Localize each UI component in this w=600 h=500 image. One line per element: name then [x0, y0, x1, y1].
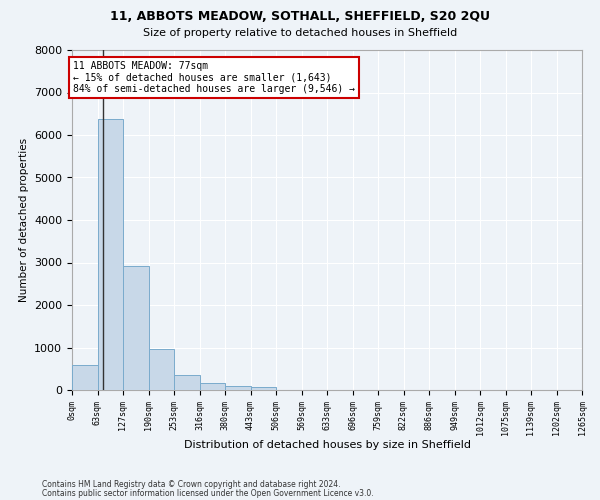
- Bar: [97, 119, 123, 390]
- Bar: [174, 374, 199, 390]
- Text: Contains public sector information licensed under the Open Government Licence v3: Contains public sector information licen…: [42, 488, 374, 498]
- Bar: [251, 388, 276, 390]
- Text: 11 ABBOTS MEADOW: 77sqm
← 15% of detached houses are smaller (1,643)
84% of semi: 11 ABBOTS MEADOW: 77sqm ← 15% of detache…: [73, 60, 355, 94]
- Bar: [149, 349, 174, 390]
- Y-axis label: Number of detached properties: Number of detached properties: [19, 138, 29, 302]
- Bar: [72, 366, 97, 390]
- Text: Size of property relative to detached houses in Sheffield: Size of property relative to detached ho…: [143, 28, 457, 38]
- Text: 11, ABBOTS MEADOW, SOTHALL, SHEFFIELD, S20 2QU: 11, ABBOTS MEADOW, SOTHALL, SHEFFIELD, S…: [110, 10, 490, 23]
- Text: Contains HM Land Registry data © Crown copyright and database right 2024.: Contains HM Land Registry data © Crown c…: [42, 480, 341, 489]
- Bar: [123, 266, 149, 390]
- Bar: [225, 386, 251, 390]
- Bar: [199, 383, 225, 390]
- X-axis label: Distribution of detached houses by size in Sheffield: Distribution of detached houses by size …: [184, 440, 470, 450]
